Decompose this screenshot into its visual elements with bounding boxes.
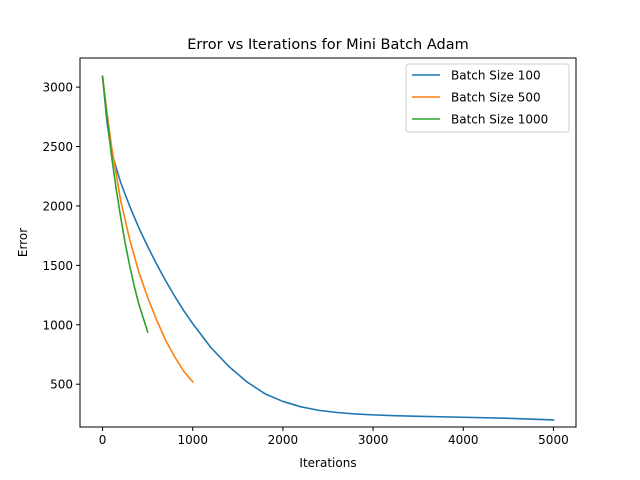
legend: Batch Size 100 Batch Size 500 Batch Size 1… <box>405 63 570 133</box>
x-tick-label: 0 <box>99 433 107 447</box>
legend-label-1: Batch Size 100 <box>451 69 541 83</box>
y-tick-label: 500 <box>50 378 73 392</box>
y-tick-label: 2000 <box>42 199 73 213</box>
x-tick-label: 4000 <box>448 433 479 447</box>
y-tick-label: 1500 <box>42 259 73 273</box>
x-tick-label: 2000 <box>268 433 299 447</box>
x-axis-label: Iterations <box>299 456 356 470</box>
legend-label-2: Batch Size 500 <box>451 91 541 105</box>
x-tick-label: 1000 <box>177 433 208 447</box>
x-tick-label: 3000 <box>358 433 389 447</box>
y-axis-label: Error <box>16 228 30 257</box>
series-line-3 <box>101 75 149 333</box>
y-tick-label: 1000 <box>42 318 73 332</box>
x-axis: 0 1000 2000 3000 4000 5000 <box>99 427 569 447</box>
series-line-2 <box>101 75 194 383</box>
y-axis: 500 1000 1500 2000 2500 3000 <box>42 81 80 392</box>
y-tick-label: 2500 <box>42 140 73 154</box>
x-tick-label: 5000 <box>538 433 569 447</box>
axes-frame <box>79 57 577 428</box>
legend-label-3: Batch Size 1000 <box>451 113 548 127</box>
y-tick-label: 3000 <box>42 81 73 95</box>
chart-title: Error vs Iterations for Mini Batch Adam <box>187 37 468 53</box>
plot-area <box>101 75 555 421</box>
series-line-1 <box>101 75 555 421</box>
legend-box <box>405 63 570 133</box>
